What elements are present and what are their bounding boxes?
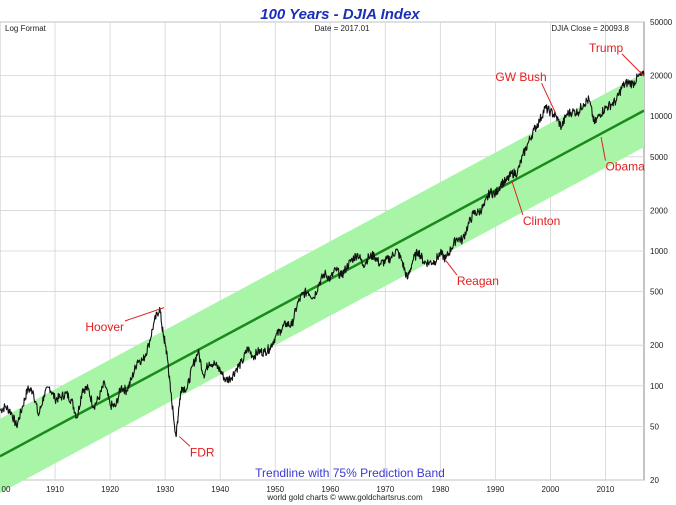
plot-area: Hoover FDR Reagan Clinton GW Bush Obama Trump bbox=[0, 21, 645, 494]
x-axis: 00 1910 1920 1930 1940 1950 1960 1970 1980 1990 20… bbox=[2, 485, 615, 494]
scale-note: Log Format bbox=[5, 24, 47, 33]
x-tick-label: 1930 bbox=[156, 485, 174, 494]
annotation-reagan: Reagan bbox=[457, 274, 499, 288]
x-tick-label: 1960 bbox=[321, 485, 339, 494]
annotation-hoover: Hoover bbox=[85, 320, 124, 334]
annotation-clinton: Clinton bbox=[523, 214, 560, 228]
y-tick-label: 20000 bbox=[650, 72, 673, 81]
x-tick-label: 1920 bbox=[101, 485, 119, 494]
annotation-trump: Trump bbox=[589, 41, 624, 55]
x-tick-label: 1980 bbox=[431, 485, 449, 494]
annotation-leader-fdr bbox=[179, 436, 191, 447]
chart-title: 100 Years - DJIA Index bbox=[260, 6, 420, 23]
x-tick-label: 1940 bbox=[211, 485, 229, 494]
y-tick-label: 5000 bbox=[650, 153, 668, 162]
x-tick-label: 2000 bbox=[542, 485, 560, 494]
annotation-leader-hoover bbox=[124, 307, 165, 322]
y-tick-label: 100 bbox=[650, 382, 664, 391]
x-tick-label: 1970 bbox=[376, 485, 394, 494]
annotation-leader-obama bbox=[600, 136, 606, 161]
annotation-fdr: FDR bbox=[190, 445, 215, 459]
x-tick-label: 1990 bbox=[486, 485, 504, 494]
annotation-obama: Obama bbox=[605, 160, 645, 174]
y-tick-label: 500 bbox=[650, 288, 664, 297]
annotation-gw-bush: GW Bush bbox=[495, 70, 546, 84]
y-tick-label: 1000 bbox=[650, 247, 668, 256]
y-tick-label: 50 bbox=[650, 422, 659, 431]
x-tick-label: 00 bbox=[2, 485, 11, 494]
y-tick-label: 2000 bbox=[650, 206, 668, 215]
band-label: Trendline with 75% Prediction Band bbox=[255, 466, 445, 480]
y-tick-label: 20 bbox=[650, 476, 659, 485]
y-tick-label: 50000 bbox=[650, 18, 673, 27]
annotation-leader-trump bbox=[621, 53, 645, 77]
annotations: Hoover FDR Reagan Clinton GW Bush Obama Trump bbox=[85, 41, 645, 459]
y-tick-label: 200 bbox=[650, 341, 664, 350]
x-tick-label: 2010 bbox=[597, 485, 615, 494]
djia-series-line bbox=[0, 70, 645, 438]
x-tick-label: 1950 bbox=[266, 485, 284, 494]
x-tick-label: 1910 bbox=[46, 485, 64, 494]
annotation-leader-reagan bbox=[445, 260, 458, 276]
annotation-leader-gw-bush bbox=[541, 82, 557, 115]
trendline bbox=[0, 109, 645, 458]
y-tick-label: 10000 bbox=[650, 112, 673, 121]
y-axis: 20 50 100 200 500 1000 2000 5000 10000 20000 50000 bbox=[650, 18, 673, 485]
date-readout: Date = 2017.01 bbox=[315, 24, 370, 33]
footer-credit: world gold charts © www.goldchartsrus.co… bbox=[266, 493, 423, 502]
annotation-leader-clinton bbox=[511, 180, 524, 216]
close-readout: DJIA Close = 20093.8 bbox=[551, 24, 629, 33]
